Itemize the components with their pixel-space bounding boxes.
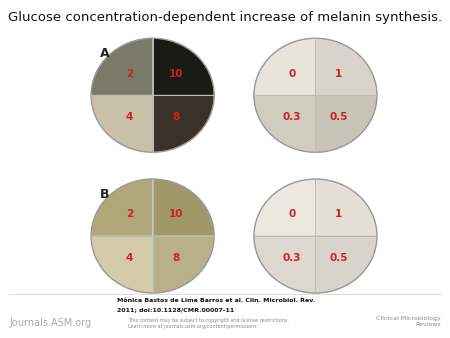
Text: 2: 2 xyxy=(126,69,133,79)
Text: Mônica Bastos de Lima Barros et al. Clin. Microbiol. Rev.: Mônica Bastos de Lima Barros et al. Clin… xyxy=(117,298,315,303)
Text: 8: 8 xyxy=(172,253,180,263)
Text: Glucose concentration-dependent increase of melanin synthesis.: Glucose concentration-dependent increase… xyxy=(8,11,442,24)
Text: Journals.ASM.org: Journals.ASM.org xyxy=(9,318,91,328)
Text: 1: 1 xyxy=(335,69,342,79)
Text: 0: 0 xyxy=(288,69,296,79)
Wedge shape xyxy=(153,38,214,95)
Text: 4: 4 xyxy=(126,253,133,263)
Text: B: B xyxy=(100,188,110,201)
Wedge shape xyxy=(153,95,214,152)
Text: Clinical Microbiology
Reviews: Clinical Microbiology Reviews xyxy=(376,316,441,327)
Text: 10: 10 xyxy=(169,69,183,79)
Text: 1: 1 xyxy=(335,209,342,219)
Wedge shape xyxy=(315,236,377,293)
Text: 0.3: 0.3 xyxy=(283,112,302,122)
Wedge shape xyxy=(91,236,153,293)
Text: 2: 2 xyxy=(126,209,133,219)
Text: 8: 8 xyxy=(172,112,180,122)
Text: 0.5: 0.5 xyxy=(329,112,348,122)
Wedge shape xyxy=(153,179,214,236)
Text: 0.5: 0.5 xyxy=(329,253,348,263)
Wedge shape xyxy=(254,236,315,293)
Text: 10: 10 xyxy=(169,209,183,219)
Wedge shape xyxy=(254,38,315,95)
Wedge shape xyxy=(315,95,377,152)
Text: This content may be subject to copyright and license restrictions.
Learn more at: This content may be subject to copyright… xyxy=(128,318,289,329)
Wedge shape xyxy=(254,95,315,152)
Wedge shape xyxy=(153,236,214,293)
Text: A: A xyxy=(100,47,110,60)
Wedge shape xyxy=(254,179,315,236)
Text: 0: 0 xyxy=(288,209,296,219)
Text: 2011; doi:10.1128/CMR.00007-11: 2011; doi:10.1128/CMR.00007-11 xyxy=(117,308,234,313)
Wedge shape xyxy=(91,179,153,236)
Text: 4: 4 xyxy=(126,112,133,122)
Wedge shape xyxy=(315,38,377,95)
Wedge shape xyxy=(91,38,153,95)
Text: 0.3: 0.3 xyxy=(283,253,302,263)
Wedge shape xyxy=(91,95,153,152)
Wedge shape xyxy=(315,179,377,236)
